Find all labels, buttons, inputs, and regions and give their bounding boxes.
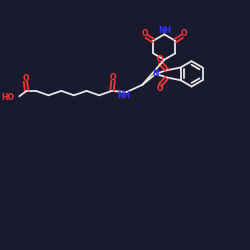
Text: N: N [152, 69, 159, 78]
Text: O: O [110, 73, 116, 82]
Text: O: O [157, 84, 163, 93]
Text: NH: NH [158, 26, 171, 36]
Text: O: O [181, 30, 187, 38]
Text: O: O [22, 74, 29, 83]
Text: O: O [157, 55, 163, 64]
Text: O: O [141, 30, 148, 38]
Text: NH: NH [118, 90, 130, 100]
Text: HO: HO [1, 93, 14, 102]
